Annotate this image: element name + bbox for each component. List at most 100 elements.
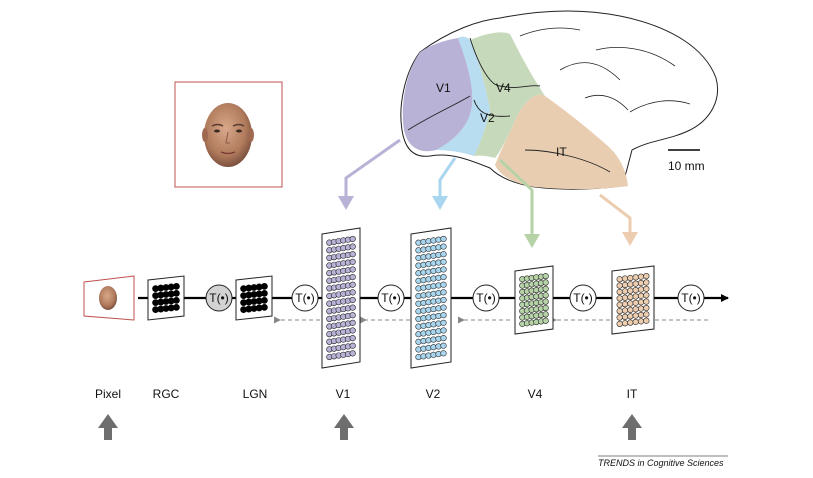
rgc-grid-unit bbox=[162, 305, 170, 312]
lgn-grid-unit bbox=[245, 298, 253, 306]
v2-grid-unit bbox=[425, 283, 432, 291]
transform-node-label-4: T(•) bbox=[573, 291, 593, 305]
scale-bar-label: 10 mm bbox=[668, 159, 705, 173]
stage-label-v4: V4 bbox=[528, 387, 543, 401]
v2-grid-unit bbox=[415, 338, 422, 345]
v2-grid-unit bbox=[420, 254, 427, 261]
rgc-grid-unit bbox=[173, 296, 180, 304]
v2-grid-unit bbox=[435, 320, 442, 327]
it-grid-unit bbox=[627, 274, 634, 282]
v2-grid-unit bbox=[435, 267, 442, 274]
v1-grid-unit bbox=[349, 304, 356, 311]
v1-grid-unit bbox=[349, 243, 356, 250]
v2-grid-unit bbox=[425, 291, 432, 298]
brain-label-v4: V4 bbox=[496, 81, 511, 95]
v2-grid-unit bbox=[435, 244, 442, 251]
v2-grid-unit bbox=[425, 245, 432, 252]
it-grid-unit bbox=[637, 311, 645, 319]
it-grid-unit bbox=[616, 320, 623, 327]
v2-grid-unit bbox=[425, 268, 432, 275]
it-grid-unit bbox=[637, 273, 645, 280]
it-grid-unit bbox=[632, 318, 639, 326]
it-grid-unit bbox=[621, 281, 629, 289]
v1-grid-unit bbox=[349, 319, 356, 326]
it-grid-unit bbox=[637, 318, 645, 325]
stage-labels: Pixel RGC LGN V1 V2 V4 IT bbox=[95, 387, 638, 401]
v2-grid-unit bbox=[415, 323, 422, 330]
v1-grid-unit bbox=[349, 258, 356, 265]
it-grid-unit bbox=[616, 295, 623, 302]
it-grid-unit bbox=[632, 287, 639, 294]
v2-grid-unit bbox=[415, 346, 422, 353]
v2-grid-unit bbox=[415, 277, 422, 284]
rgc-grid-unit bbox=[152, 285, 160, 293]
stage-label-it: IT bbox=[627, 387, 638, 401]
transform-node-1 bbox=[291, 284, 319, 312]
it-grid-unit bbox=[616, 282, 623, 289]
lgn-grid-unit bbox=[261, 296, 268, 304]
v2-grid-unit bbox=[435, 259, 442, 266]
v1-grid-unit bbox=[349, 312, 356, 319]
rgc-grid-unit bbox=[173, 282, 180, 290]
rgc-grid-unit bbox=[152, 299, 160, 307]
v2-grid-unit bbox=[415, 254, 422, 262]
brain-area-it bbox=[495, 94, 628, 190]
v2-grid-unit bbox=[425, 321, 432, 329]
credit-text: TRENDS in Cognitive Sciences bbox=[598, 458, 724, 468]
v2-grid-unit bbox=[415, 270, 422, 277]
it-grid-unit bbox=[632, 312, 639, 319]
it-grid-unit bbox=[616, 314, 623, 321]
v1-grid-unit bbox=[349, 281, 356, 288]
lgn-grid-unit bbox=[261, 282, 268, 290]
v2-grid-unit bbox=[430, 283, 437, 290]
v2-grid-unit bbox=[415, 247, 422, 254]
it-grid-unit bbox=[637, 299, 645, 306]
face-stimulus-small bbox=[99, 286, 117, 310]
stage-label-lgn: LGN bbox=[243, 387, 268, 401]
v1-grid-unit bbox=[349, 327, 356, 334]
rgc-grid-unit bbox=[167, 297, 175, 305]
v2-grid-unit bbox=[415, 331, 422, 338]
v2-grid-unit bbox=[430, 275, 437, 282]
rgc-grid-unit bbox=[162, 284, 170, 291]
connector-it bbox=[599, 193, 632, 236]
v2-grid-unit bbox=[430, 313, 437, 320]
it-grid-unit bbox=[643, 304, 650, 312]
stage-label-v1: V1 bbox=[336, 387, 351, 401]
v2-grid-unit bbox=[420, 315, 427, 322]
v2-grid-unit bbox=[430, 237, 437, 244]
v2-grid-unit bbox=[415, 315, 422, 323]
v2-grid-unit bbox=[425, 337, 432, 344]
rgc-grid-unit bbox=[173, 303, 180, 311]
v2-grid-unit bbox=[440, 312, 447, 319]
v2-grid-unit bbox=[440, 273, 447, 281]
it-grid-unit bbox=[643, 292, 650, 299]
brain-area-v2 bbox=[436, 36, 490, 156]
v2-grid-unit bbox=[440, 334, 447, 342]
v2-grid-unit bbox=[440, 235, 447, 243]
v2-grid-unit bbox=[415, 285, 422, 292]
v2-grid-unit bbox=[420, 322, 427, 329]
lgn-grid-unit bbox=[255, 297, 263, 305]
v2-grid-unit bbox=[430, 336, 437, 343]
it-grid-unit bbox=[621, 294, 629, 301]
v2-grid-unit bbox=[415, 292, 422, 300]
v2-grid-unit bbox=[430, 305, 437, 313]
v2-grid-unit bbox=[415, 308, 422, 315]
rgc-grid-unit bbox=[167, 304, 175, 312]
v4-grid-unit bbox=[542, 311, 549, 318]
v2-grid-unit bbox=[435, 297, 442, 304]
v2-grid-unit bbox=[420, 307, 427, 314]
v4-grid-unit bbox=[542, 292, 549, 299]
transform-node-0 bbox=[205, 284, 233, 312]
v2-grid-unit bbox=[425, 344, 432, 352]
v4-grid-unit bbox=[542, 285, 549, 293]
lgn-grid-unit bbox=[245, 305, 253, 313]
v2-grid-unit bbox=[440, 258, 447, 265]
v2-grid-unit bbox=[415, 353, 422, 361]
it-grid-unit bbox=[621, 301, 629, 308]
it-grid-unit bbox=[621, 313, 629, 320]
it-grid-unit bbox=[637, 280, 645, 287]
connector-v1 bbox=[344, 138, 401, 200]
